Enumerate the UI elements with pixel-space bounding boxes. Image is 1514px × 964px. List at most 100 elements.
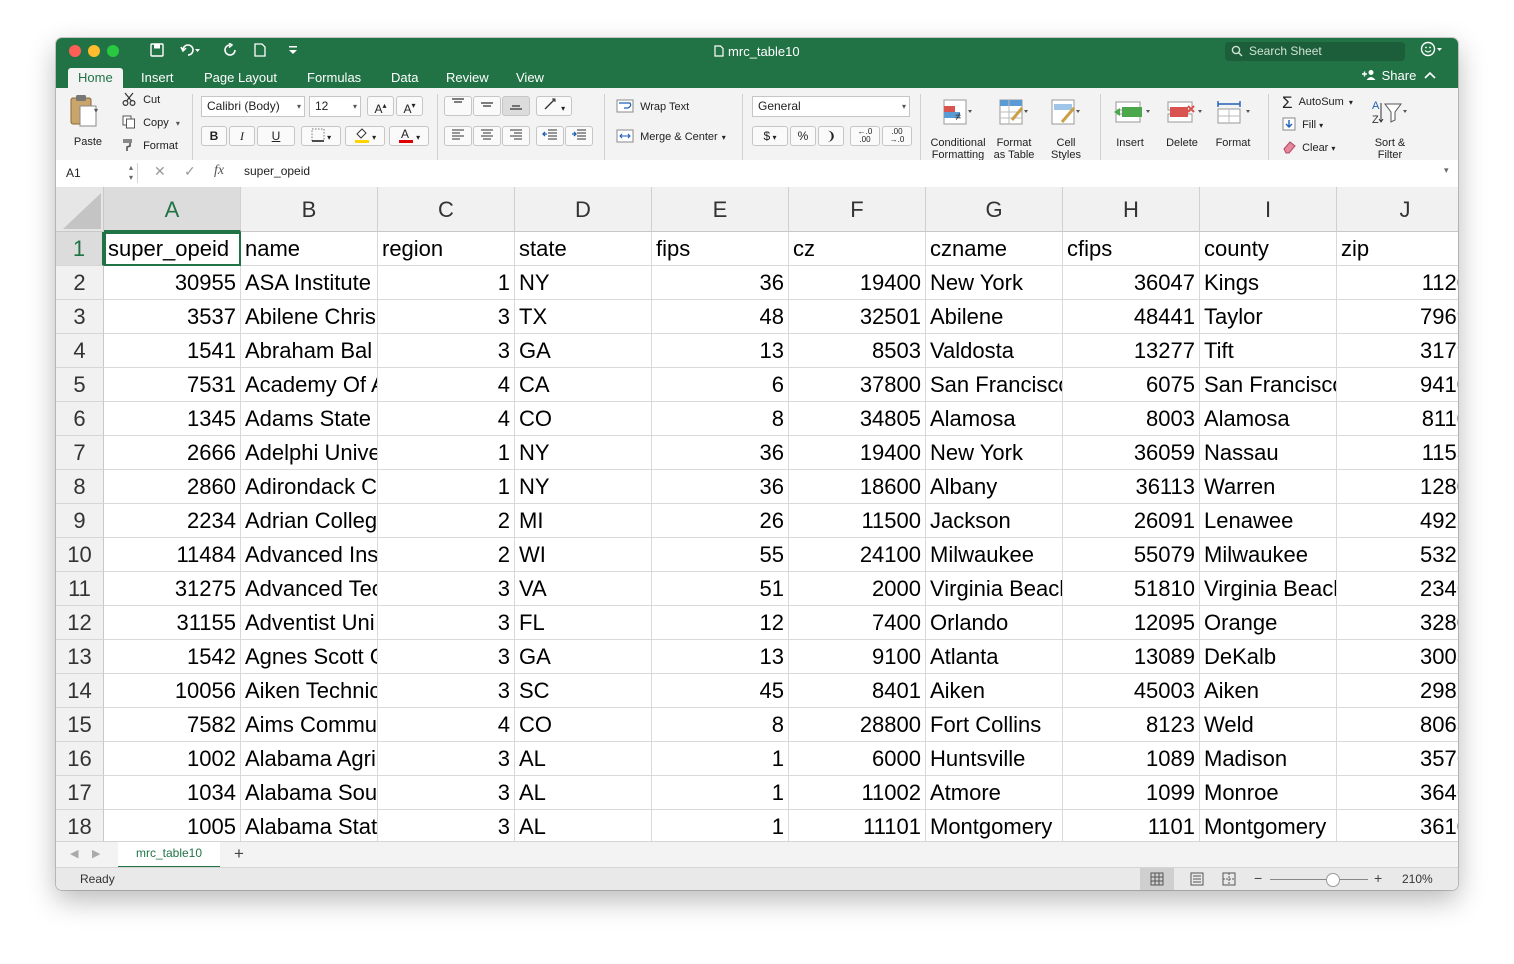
table-cell[interactable]: 2666	[104, 436, 241, 470]
insert-cells-button[interactable]: Insert	[1106, 94, 1154, 192]
decrease-font-size-button[interactable]: A▾	[396, 96, 423, 116]
table-cell[interactable]: 45	[652, 674, 789, 708]
table-cell[interactable]: 3003	[1337, 640, 1458, 674]
cancel-entry-icon[interactable]: ✕	[154, 163, 166, 179]
table-cell[interactable]: 8063	[1337, 708, 1458, 742]
table-cell[interactable]: 31275	[104, 572, 241, 606]
table-cell[interactable]: Montgomery	[1200, 810, 1337, 841]
percent-button[interactable]: %	[790, 126, 816, 146]
spreadsheet-grid[interactable]: A B C D E F G H I J 1 super_opeid name region state fip…	[56, 187, 1458, 841]
next-sheet-icon[interactable]: ▶	[92, 848, 101, 860]
increase-indent-button[interactable]	[565, 126, 593, 146]
tab-formulas[interactable]: Formulas	[307, 70, 362, 85]
table-cell[interactable]: Academy Of A	[241, 368, 378, 402]
table-cell[interactable]: 9410	[1337, 368, 1458, 402]
name-box-stepper-icon[interactable]: ▴ ▾	[128, 163, 133, 182]
increase-decimal-button[interactable]: ←.0.00	[850, 126, 880, 146]
table-cell[interactable]: 1542	[104, 640, 241, 674]
table-cell[interactable]: 18600	[789, 470, 926, 504]
increase-font-size-button[interactable]: A▴	[367, 96, 394, 116]
table-cell[interactable]: Montgomery	[926, 810, 1063, 841]
italic-button[interactable]: I	[229, 126, 255, 146]
column-header-e[interactable]: E	[652, 187, 789, 232]
table-cell[interactable]: Virginia Beach	[926, 572, 1063, 606]
paste-button[interactable]: ▾ Paste	[66, 94, 110, 150]
zoom-out-icon[interactable]: −	[1254, 870, 1263, 886]
page-layout-view-button[interactable]	[1182, 868, 1212, 890]
table-cell[interactable]: 1	[652, 810, 789, 841]
table-cell[interactable]: NY	[515, 266, 652, 300]
format-as-table-button[interactable]: Format as Table	[984, 94, 1044, 192]
table-cell[interactable]: 1120	[1337, 266, 1458, 300]
table-cell[interactable]: Alabama Sou	[241, 776, 378, 810]
format-cells-button[interactable]: Format	[1208, 94, 1258, 192]
table-cell[interactable]: MI	[515, 504, 652, 538]
table-cell[interactable]: 4	[378, 368, 515, 402]
minimize-window-button[interactable]	[88, 45, 100, 57]
cell-styles-button[interactable]: Cell Styles	[1038, 94, 1094, 192]
table-cell[interactable]: 48	[652, 300, 789, 334]
table-cell[interactable]: 26091	[1063, 504, 1200, 538]
header-cell[interactable]: state	[515, 232, 652, 266]
autosum-button[interactable]: Σ AutoSum ▾	[1282, 93, 1353, 112]
table-cell[interactable]: 1280	[1337, 470, 1458, 504]
table-cell[interactable]: 1002	[104, 742, 241, 776]
table-cell[interactable]: Madison	[1200, 742, 1337, 776]
header-cell[interactable]: super_opeid	[104, 232, 241, 266]
table-cell[interactable]: 5322	[1337, 538, 1458, 572]
number-format-select[interactable]: General ▾	[752, 96, 910, 117]
table-cell[interactable]: Orange	[1200, 606, 1337, 640]
table-cell[interactable]: 3	[378, 742, 515, 776]
tab-home[interactable]: Home	[68, 68, 123, 88]
table-cell[interactable]: Kings	[1200, 266, 1337, 300]
table-cell[interactable]: 1	[378, 470, 515, 504]
table-cell[interactable]: 3537	[104, 300, 241, 334]
table-cell[interactable]: 1345	[104, 402, 241, 436]
customize-toolbar-icon[interactable]	[288, 43, 298, 60]
search-sheet-input[interactable]: Search Sheet	[1225, 42, 1405, 61]
table-cell[interactable]: 8	[652, 402, 789, 436]
table-cell[interactable]: 36047	[1063, 266, 1200, 300]
table-cell[interactable]: Abilene Chris	[241, 300, 378, 334]
table-cell[interactable]: Valdosta	[926, 334, 1063, 368]
table-cell[interactable]: SC	[515, 674, 652, 708]
table-cell[interactable]: 24100	[789, 538, 926, 572]
table-cell[interactable]: 34805	[789, 402, 926, 436]
table-cell[interactable]: 2860	[104, 470, 241, 504]
expand-formula-bar-icon[interactable]: ▾	[1444, 165, 1449, 175]
table-cell[interactable]: 32501	[789, 300, 926, 334]
table-cell[interactable]: CO	[515, 402, 652, 436]
formula-input[interactable]: super_opeid	[244, 164, 311, 178]
table-cell[interactable]: CA	[515, 368, 652, 402]
table-cell[interactable]: 2000	[789, 572, 926, 606]
table-cell[interactable]: 48441	[1063, 300, 1200, 334]
table-cell[interactable]: 55	[652, 538, 789, 572]
close-window-button[interactable]	[69, 45, 81, 57]
table-cell[interactable]: Milwaukee	[926, 538, 1063, 572]
table-cell[interactable]: 12	[652, 606, 789, 640]
table-cell[interactable]: 8401	[789, 674, 926, 708]
table-cell[interactable]: 1005	[104, 810, 241, 841]
table-cell[interactable]: 9100	[789, 640, 926, 674]
format-painter-button[interactable]: Format	[122, 138, 178, 152]
header-cell[interactable]: zip	[1337, 232, 1458, 266]
table-cell[interactable]: CO	[515, 708, 652, 742]
table-cell[interactable]: 8503	[789, 334, 926, 368]
table-cell[interactable]: 55079	[1063, 538, 1200, 572]
font-color-button[interactable]: A ▾	[389, 126, 429, 146]
header-cell[interactable]: fips	[652, 232, 789, 266]
table-cell[interactable]: 2346	[1337, 572, 1458, 606]
tab-review[interactable]: Review	[446, 70, 489, 85]
table-cell[interactable]: Adams State	[241, 402, 378, 436]
table-cell[interactable]: 1	[652, 742, 789, 776]
header-cell[interactable]: name	[241, 232, 378, 266]
table-cell[interactable]: 13277	[1063, 334, 1200, 368]
zoom-level[interactable]: 210%	[1402, 872, 1433, 886]
table-cell[interactable]: 2982	[1337, 674, 1458, 708]
table-cell[interactable]: 3646	[1337, 776, 1458, 810]
table-cell[interactable]: Agnes Scott C	[241, 640, 378, 674]
table-cell[interactable]: 11484	[104, 538, 241, 572]
name-box[interactable]: A1 ▴ ▾	[60, 163, 138, 183]
select-all-corner[interactable]	[56, 187, 104, 232]
table-cell[interactable]: 13089	[1063, 640, 1200, 674]
